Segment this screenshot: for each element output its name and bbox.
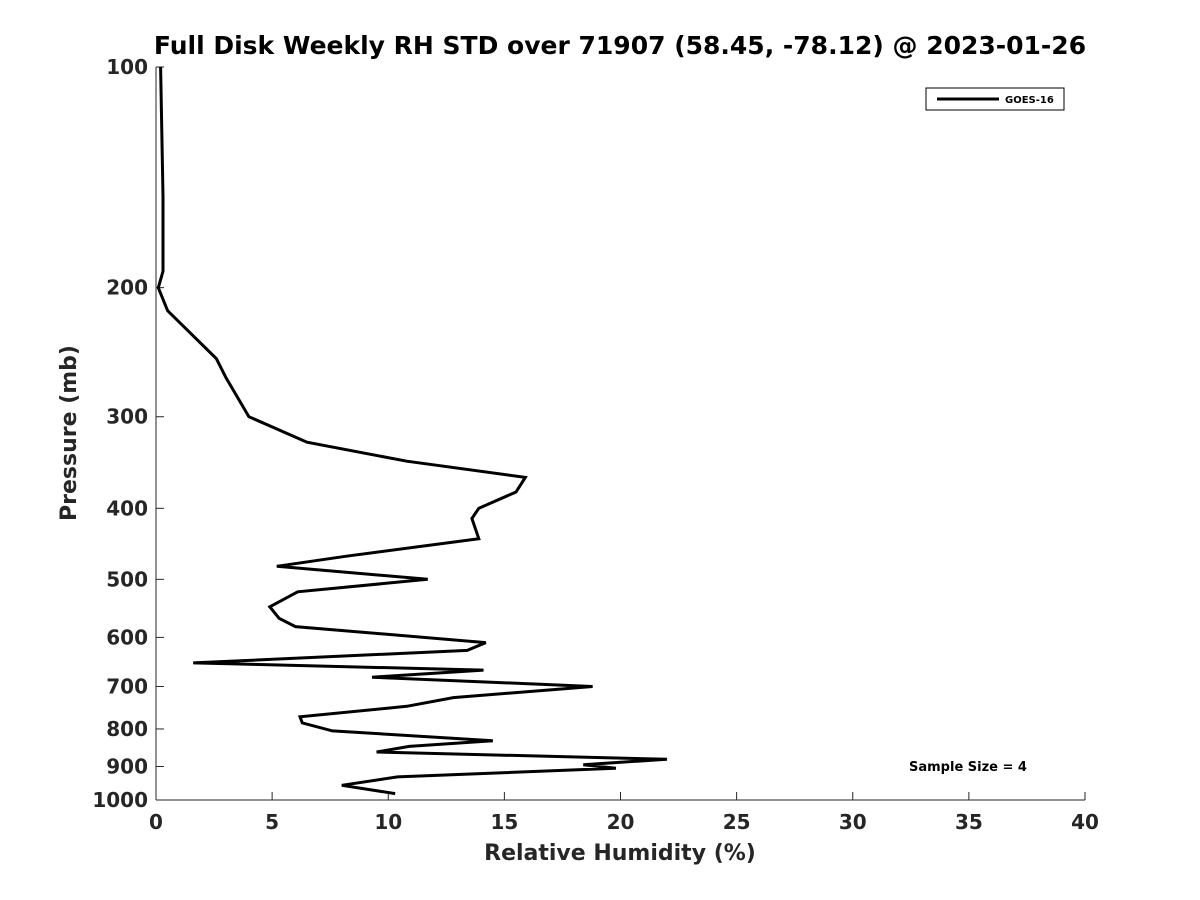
x-tick-label: 35 bbox=[955, 810, 983, 834]
y-tick-label: 400 bbox=[106, 496, 148, 520]
x-axis-label: Relative Humidity (%) bbox=[484, 841, 756, 866]
y-tick-label: 300 bbox=[106, 405, 148, 429]
x-tick-label: 40 bbox=[1071, 810, 1099, 834]
legend-label: GOES-16 bbox=[1005, 95, 1054, 106]
x-tick-label: 20 bbox=[607, 810, 635, 834]
x-tick-label: 0 bbox=[149, 810, 163, 834]
y-tick-label: 600 bbox=[106, 625, 148, 649]
series-layer bbox=[156, 66, 668, 796]
legend: GOES-16 bbox=[925, 87, 1065, 111]
x-tick-label: 5 bbox=[265, 810, 279, 834]
x-tick-label: 30 bbox=[839, 810, 867, 834]
y-tick-label: 700 bbox=[106, 674, 148, 698]
chart-title: Full Disk Weekly RH STD over 71907 (58.4… bbox=[154, 31, 1086, 60]
y-tick-label: 200 bbox=[106, 276, 148, 300]
sample-size-annotation: Sample Size = 4 bbox=[909, 760, 1027, 775]
series-line-goes-16 bbox=[156, 66, 668, 796]
x-tick-label: 10 bbox=[374, 810, 402, 834]
x-tick-label: 15 bbox=[490, 810, 518, 834]
y-tick-label: 500 bbox=[106, 567, 148, 591]
y-axis-label: Pressure (mb) bbox=[57, 345, 82, 521]
y-tick-label: 900 bbox=[106, 754, 148, 778]
y-tick-label: 100 bbox=[106, 55, 148, 79]
y-tick-label: 1000 bbox=[92, 788, 148, 812]
y-tick-label: 800 bbox=[106, 717, 148, 741]
x-tick-label: 25 bbox=[723, 810, 751, 834]
